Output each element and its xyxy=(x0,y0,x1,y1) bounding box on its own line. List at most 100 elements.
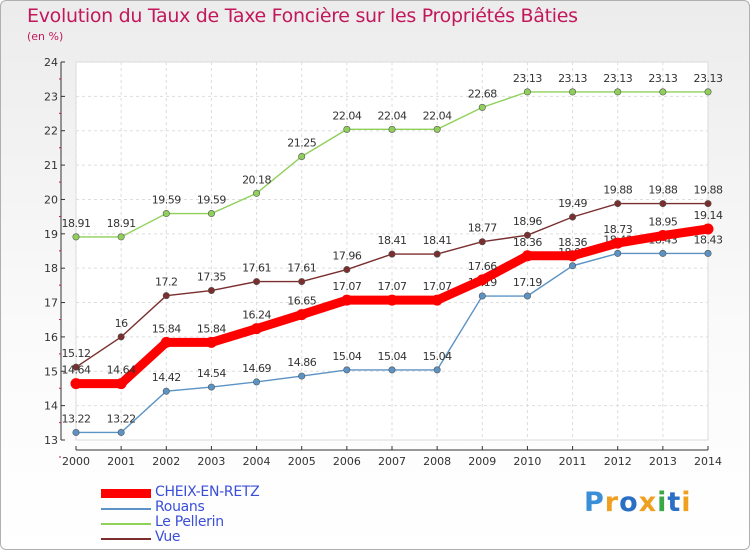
data-label-cheix-en-retz: 19.14 xyxy=(694,209,723,222)
series-point-vue xyxy=(343,266,351,274)
data-label-vue: 17.35 xyxy=(197,271,226,284)
legend-swatch-cheix-en-retz xyxy=(101,489,151,498)
data-label-vue: 16 xyxy=(115,317,128,330)
data-label-le-pellerin: 23.13 xyxy=(648,72,677,85)
data-label-le-pellerin: 22.04 xyxy=(423,109,452,122)
y-tick-label: 22 xyxy=(44,125,58,138)
series-point-rouans xyxy=(433,366,441,374)
series-point-cheix-en-retz xyxy=(70,378,82,390)
data-label-vue: 18.96 xyxy=(513,215,542,228)
data-label-cheix-en-retz: 17.07 xyxy=(332,280,361,293)
series-point-le-pellerin xyxy=(478,103,486,111)
x-tick-label: 2001 xyxy=(107,455,135,468)
series-point-vue xyxy=(207,287,215,295)
legend-swatch-vue xyxy=(101,538,151,540)
data-label-le-pellerin: 23.13 xyxy=(603,72,632,85)
series-point-le-pellerin xyxy=(433,125,441,133)
data-label-cheix-en-retz: 18.36 xyxy=(558,236,587,249)
x-tick-label: 2000 xyxy=(62,455,90,468)
data-label-vue: 17.61 xyxy=(287,262,316,275)
x-tick-label: 2011 xyxy=(559,455,587,468)
series-point-cheix-en-retz xyxy=(521,250,533,262)
data-label-le-pellerin: 22.04 xyxy=(332,109,361,122)
data-label-vue: 19.88 xyxy=(648,184,677,197)
data-label-cheix-en-retz: 15.84 xyxy=(152,322,181,335)
series-point-le-pellerin xyxy=(569,88,577,96)
series-point-cheix-en-retz xyxy=(476,274,488,286)
series-point-rouans xyxy=(704,249,712,257)
series-point-vue xyxy=(433,250,441,258)
data-label-rouans: 14.42 xyxy=(152,371,181,384)
data-label-cheix-en-retz: 17.66 xyxy=(468,260,497,273)
series-point-rouans xyxy=(162,387,170,395)
series-point-le-pellerin xyxy=(659,88,667,96)
data-label-rouans: 15.04 xyxy=(423,350,452,363)
series-point-rouans xyxy=(614,249,622,257)
series-point-cheix-en-retz xyxy=(341,294,353,306)
data-label-vue: 18.41 xyxy=(423,234,452,247)
data-label-le-pellerin: 19.59 xyxy=(197,194,226,207)
x-tick-label: 2014 xyxy=(694,455,722,468)
series-point-cheix-en-retz xyxy=(205,336,217,348)
data-label-rouans: 18.43 xyxy=(694,233,723,246)
x-tick-label: 2002 xyxy=(152,455,180,468)
series-point-vue xyxy=(162,292,170,300)
y-tick-label: 19 xyxy=(44,228,58,241)
data-label-le-pellerin: 20.18 xyxy=(242,173,271,186)
series-point-cheix-en-retz xyxy=(160,336,172,348)
series-point-vue xyxy=(478,238,486,246)
series-point-rouans xyxy=(659,249,667,257)
series-point-rouans xyxy=(569,262,577,270)
data-label-le-pellerin: 23.13 xyxy=(694,72,723,85)
legend-label-vue: Vue xyxy=(155,529,181,545)
data-label-rouans: 13.22 xyxy=(107,412,136,425)
x-tick-label: 2006 xyxy=(333,455,361,468)
x-tick-label: 2003 xyxy=(197,455,225,468)
data-label-vue: 17.96 xyxy=(332,250,361,263)
chart-title: Evolution du Taux de Taxe Foncière sur l… xyxy=(27,5,578,27)
y-tick-label: 21 xyxy=(44,159,58,172)
data-label-cheix-en-retz: 18.36 xyxy=(513,236,542,249)
legend-swatch-le-pellerin xyxy=(101,523,151,525)
series-point-le-pellerin xyxy=(388,125,396,133)
data-label-vue: 17.61 xyxy=(242,262,271,275)
data-label-rouans: 14.86 xyxy=(287,356,316,369)
data-label-le-pellerin: 22.04 xyxy=(378,109,407,122)
data-label-vue: 19.49 xyxy=(558,197,587,210)
data-label-cheix-en-retz: 14.64 xyxy=(62,364,91,377)
data-label-cheix-en-retz: 18.95 xyxy=(648,216,677,229)
series-point-rouans xyxy=(523,292,531,300)
series-point-vue xyxy=(117,333,125,341)
data-label-rouans: 14.54 xyxy=(197,367,226,380)
series-point-cheix-en-retz xyxy=(657,230,669,242)
data-label-le-pellerin: 23.13 xyxy=(513,72,542,85)
series-point-cheix-en-retz xyxy=(612,237,624,249)
series-point-cheix-en-retz xyxy=(431,294,443,306)
data-label-le-pellerin: 19.59 xyxy=(152,194,181,207)
series-point-cheix-en-retz xyxy=(251,323,263,335)
series-point-le-pellerin xyxy=(117,233,125,241)
data-label-rouans: 17.19 xyxy=(513,276,542,289)
data-label-rouans: 15.04 xyxy=(378,350,407,363)
data-label-vue: 19.88 xyxy=(603,184,632,197)
data-label-vue: 19.88 xyxy=(694,184,723,197)
data-label-le-pellerin: 18.91 xyxy=(62,217,91,230)
series-point-cheix-en-retz xyxy=(115,378,127,390)
y-tick-label: 13 xyxy=(44,434,58,447)
data-label-le-pellerin: 22.68 xyxy=(468,87,497,100)
legend-label-le-pellerin: Le Pellerin xyxy=(155,514,224,530)
series-point-le-pellerin xyxy=(162,210,170,218)
data-label-cheix-en-retz: 17.07 xyxy=(378,280,407,293)
series-point-vue xyxy=(298,278,306,286)
data-label-cheix-en-retz: 15.84 xyxy=(197,322,226,335)
series-point-vue xyxy=(569,213,577,221)
x-tick-label: 2007 xyxy=(378,455,406,468)
x-tick-label: 2009 xyxy=(468,455,496,468)
series-point-le-pellerin xyxy=(207,210,215,218)
series-point-vue xyxy=(523,231,531,239)
x-tick-label: 2005 xyxy=(288,455,316,468)
data-label-cheix-en-retz: 17.07 xyxy=(423,280,452,293)
series-point-rouans xyxy=(253,378,261,386)
series-point-le-pellerin xyxy=(614,88,622,96)
